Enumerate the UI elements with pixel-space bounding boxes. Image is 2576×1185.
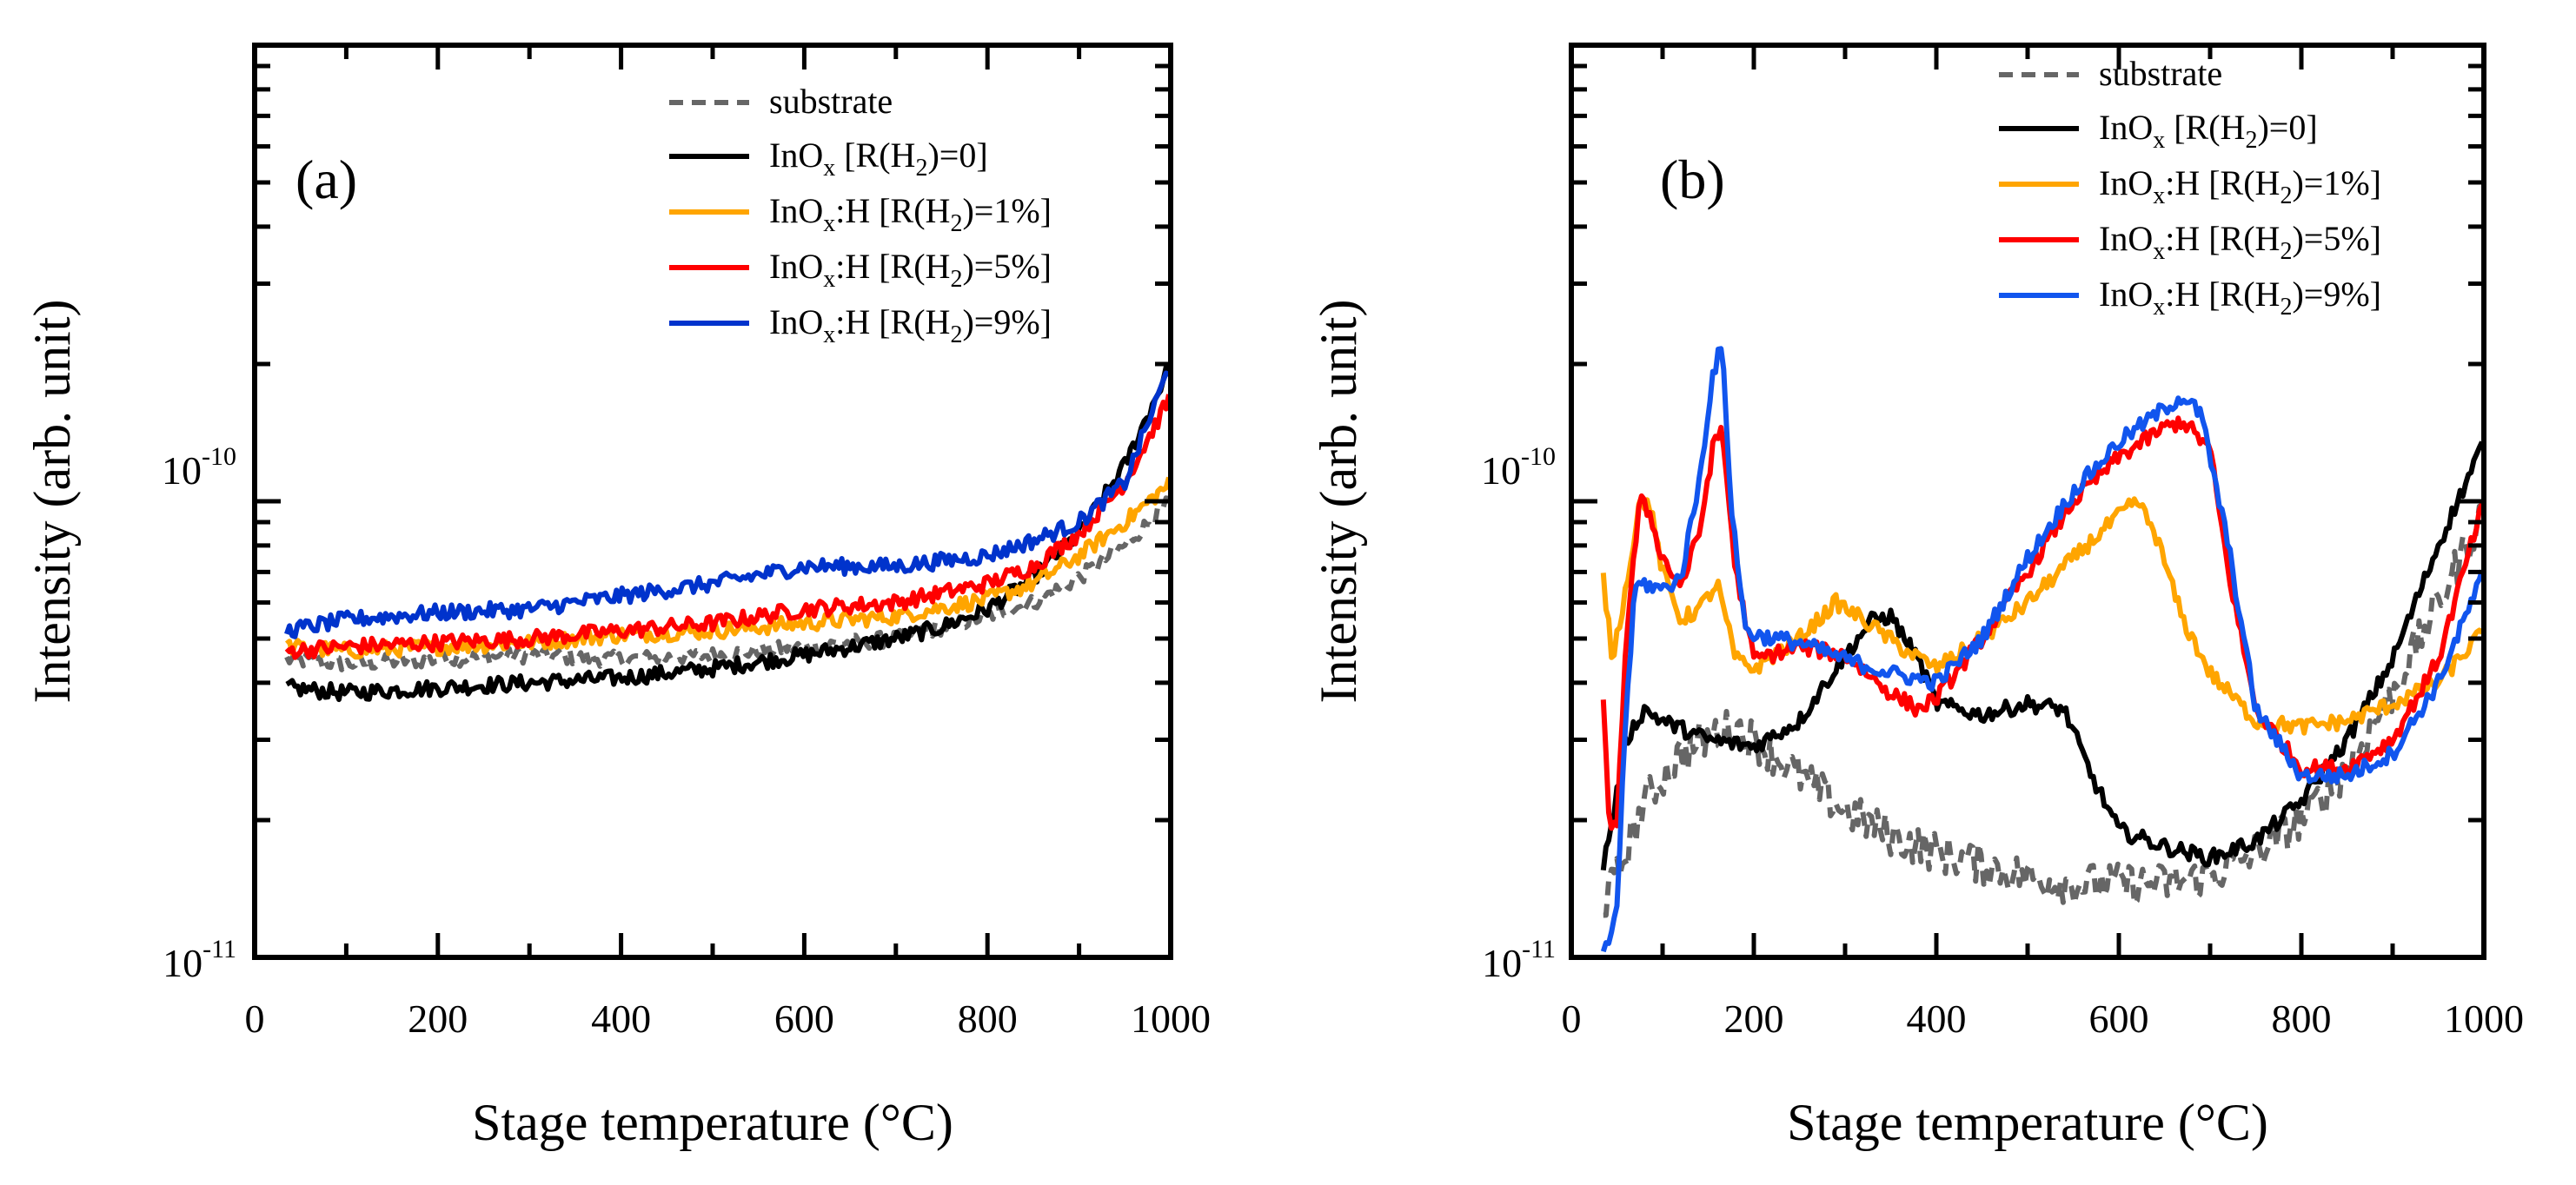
legend-entry-inox0: InOx [R(H2)=0] [1999, 108, 2318, 154]
legend-entry-substrate: substrate [1999, 54, 2222, 93]
legend-entry-inoxh1: InOx:H [R(H2)=1%] [669, 191, 1052, 237]
series-line-inoxh9 [1600, 346, 2484, 953]
panel-a-legend: substrate InOx [R(H2)=0] InOx:H [R(H2)=1… [669, 82, 1052, 348]
legend-label-inoxh5: InOx:H [R(H2)=5%] [769, 247, 1052, 293]
y-tick-exponent: -11 [202, 935, 236, 963]
panel-a-ticks-layer [252, 45, 1173, 960]
x-tick-label: 200 [408, 996, 468, 1041]
legend-label-inoxh9: InOx:H [R(H2)=9%] [2099, 275, 2381, 321]
legend-entry-substrate: substrate [669, 82, 893, 121]
panel-b-x-axis-label: Stage temperature (°C) [1787, 1094, 2268, 1151]
x-tick-label: 400 [591, 996, 651, 1041]
x-tick-label: 800 [2272, 996, 2332, 1041]
legend-entry-inoxh5: InOx:H [R(H2)=5%] [1999, 219, 2381, 265]
series-line-inoxh5 [1600, 415, 2484, 831]
y-tick-label-e-10: 10-10 [1481, 442, 1556, 493]
legend-entry-inox0: InOx [R(H2)=0] [669, 136, 988, 182]
series-line-substrate [284, 495, 1170, 672]
x-tick-label: 1000 [2444, 996, 2524, 1041]
legend-label-inoxh5: InOx:H [R(H2)=5%] [2099, 219, 2381, 265]
legend-label-inoxh1: InOx:H [R(H2)=1%] [769, 191, 1052, 237]
legend-label-substrate: substrate [2099, 54, 2222, 93]
y-tick-label-e-11: 10-11 [1482, 935, 1556, 985]
y-tick-base: 10 [162, 448, 202, 493]
y-tick-base: 10 [1481, 448, 1521, 493]
panel-b-series-layer [1600, 346, 2484, 953]
y-tick-label-e-10: 10-10 [162, 442, 236, 493]
panel-b-legend: substrate InOx [R(H2)=0] InOx:H [R(H2)=1… [1999, 54, 2381, 321]
panel-b-y-axis-label: Intensity (arb. unit) [1310, 300, 1367, 704]
legend-label-inox0: InOx [R(H2)=0] [769, 136, 988, 182]
panel-a-series-layer [284, 364, 1171, 703]
x-tick-label: 200 [1724, 996, 1784, 1041]
y-tick-base: 10 [163, 941, 202, 985]
legend-label-inoxh1: InOx:H [R(H2)=1%] [2099, 163, 2381, 209]
series-line-inox0 [1600, 440, 2484, 871]
panel-a-frame [252, 43, 1173, 960]
series-line-inoxh1 [1600, 493, 2484, 736]
legend-label-inoxh9: InOx:H [R(H2)=9%] [769, 302, 1052, 348]
legend-entry-inoxh1: InOx:H [R(H2)=1%] [1999, 163, 2381, 209]
legend-label-substrate: substrate [769, 82, 893, 121]
series-line-inoxh5 [284, 394, 1171, 660]
panel-a-y-axis-label: Intensity (arb. unit) [23, 300, 81, 704]
panel-a-x-tick-labels: 0 200 400 600 800 1000 [245, 996, 1212, 1041]
y-tick-base: 10 [1482, 941, 1522, 985]
x-tick-label: 0 [1562, 996, 1582, 1041]
legend-label-inox0: InOx [R(H2)=0] [2099, 108, 2318, 154]
y-tick-exponent: -10 [1521, 442, 1556, 471]
x-tick-label: 400 [1907, 996, 1967, 1041]
panel-b-label: (b) [1660, 149, 1725, 210]
y-tick-exponent: -11 [1522, 935, 1556, 963]
x-tick-label: 800 [958, 996, 1018, 1041]
legend-entry-inoxh9: InOx:H [R(H2)=9%] [669, 302, 1052, 348]
legend-entry-inoxh9: InOx:H [R(H2)=9%] [1999, 275, 2381, 321]
x-tick-label: 0 [245, 996, 265, 1041]
x-tick-label: 600 [2089, 996, 2149, 1041]
panel-a-x-axis-label: Stage temperature (°C) [472, 1094, 953, 1151]
series-line-inoxh9 [284, 370, 1171, 639]
x-tick-label: 600 [774, 996, 834, 1041]
x-tick-label: 1000 [1131, 996, 1211, 1041]
panel-a-label: (a) [295, 149, 357, 210]
legend-entry-inoxh5: InOx:H [R(H2)=5%] [669, 247, 1052, 293]
panel-b-frame [1569, 43, 2486, 960]
panel-a: 0 200 400 600 800 1000 10-11 10-10 Stage… [23, 43, 1212, 1151]
panel-b-x-tick-labels: 0 200 400 600 800 1000 [1562, 996, 2525, 1041]
y-tick-label-e-11: 10-11 [163, 935, 236, 985]
y-tick-exponent: -10 [202, 442, 236, 471]
panel-b: 0 200 400 600 800 1000 10-11 10-10 Stage… [1310, 43, 2525, 1151]
